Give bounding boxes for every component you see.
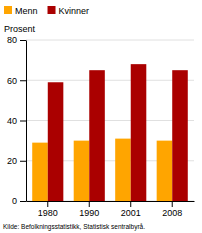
y-tick-label: 20	[7, 156, 17, 166]
legend-swatch	[4, 6, 12, 14]
grid-line	[26, 80, 194, 81]
x-axis: 1980 1990 2001 2008	[27, 201, 195, 218]
bar	[32, 143, 48, 201]
x-tick-mark	[130, 201, 131, 207]
y-tick-mark	[20, 40, 26, 41]
bar	[48, 82, 64, 201]
y-tick-mark	[20, 121, 26, 122]
y-axis-title: Prosent	[4, 24, 36, 34]
y-tick-label: 40	[7, 116, 17, 126]
x-tick-label: 1980	[38, 208, 58, 218]
bar-series	[48, 64, 188, 201]
x-tick: 1990	[79, 201, 99, 218]
x-tick: 2008	[162, 201, 182, 218]
legend-item: Menn	[4, 6, 38, 16]
legend-item: Kvinner	[48, 6, 90, 16]
legend-swatch	[48, 6, 56, 14]
y-axis: 0 20 40 60 80	[7, 35, 27, 206]
bar	[74, 141, 90, 201]
y-tick-mark	[20, 80, 26, 81]
x-tick-label: 2008	[162, 208, 182, 218]
x-tick-label: 2001	[121, 208, 141, 218]
y-tick: 40	[7, 116, 26, 126]
bar	[172, 70, 188, 201]
y-tick-label: 0	[12, 196, 17, 206]
x-tick: 1980	[38, 201, 58, 218]
y-tick-mark	[20, 201, 26, 202]
axis-line	[27, 201, 195, 202]
y-tick: 60	[7, 76, 26, 86]
legend-label: Menn	[15, 6, 38, 16]
x-tick: 2001	[121, 201, 141, 218]
legend-label: Kvinner	[59, 6, 90, 16]
chart-container: 0 20 40 60 80 1980 1990 2001 2008 Prosent Menn Kvin…	[0, 0, 202, 233]
x-tick-mark	[172, 201, 173, 207]
plot: 0 20 40 60 80 1980 1990 2001 2008	[7, 35, 195, 218]
x-tick-mark	[47, 201, 48, 207]
y-tick: 20	[7, 156, 26, 166]
y-tick-mark	[20, 161, 26, 162]
y-tick: 80	[7, 35, 26, 45]
x-tick-label: 1990	[79, 208, 99, 218]
y-tick-label: 80	[7, 35, 17, 45]
bar	[157, 141, 173, 201]
source: Kilde: Befolkningsstatistikk, Statistisk…	[3, 223, 145, 231]
bar	[89, 70, 105, 201]
axis-line	[26, 41, 27, 202]
bars	[32, 64, 188, 201]
y-tick-label: 60	[7, 76, 17, 86]
bar	[131, 64, 147, 201]
y-tick: 0	[12, 196, 26, 206]
grid	[26, 40, 194, 201]
x-tick-mark	[89, 201, 90, 207]
legend: Menn Kvinner	[4, 6, 89, 16]
grid-line	[26, 40, 194, 41]
chart: 0 20 40 60 80 1980 1990 2001 2008 Prosent Menn Kvin…	[0, 0, 202, 233]
bar	[115, 139, 131, 201]
